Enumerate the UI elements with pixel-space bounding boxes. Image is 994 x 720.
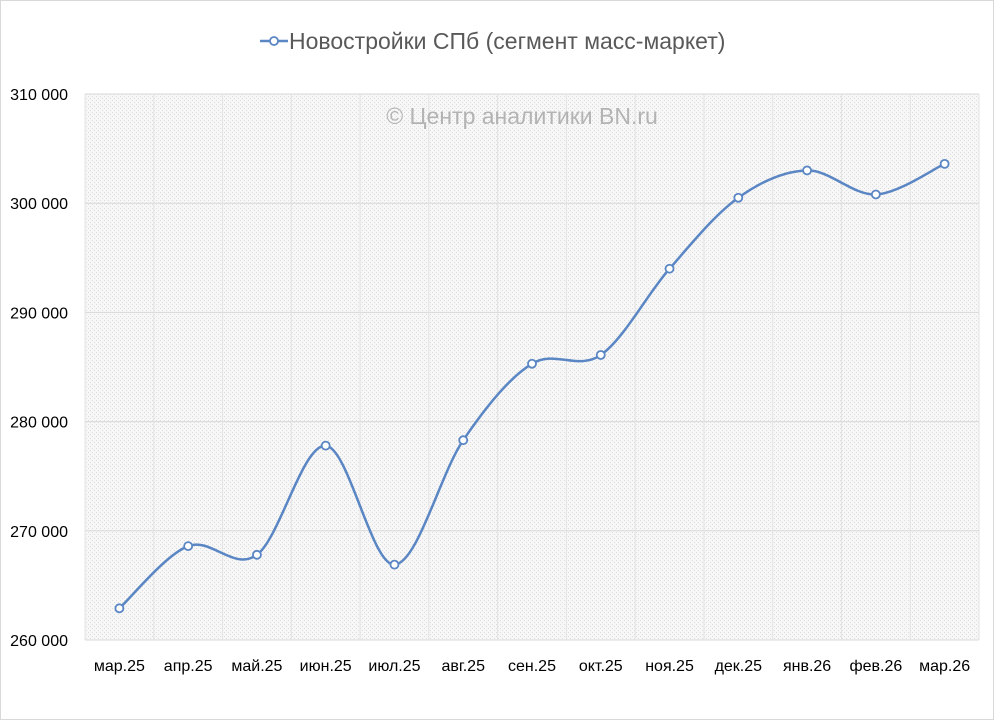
data-point xyxy=(870,189,881,200)
x-tick-label: июн.25 xyxy=(300,658,352,675)
x-tick-label: июл.25 xyxy=(368,658,420,675)
data-point xyxy=(114,603,125,614)
legend: Новостройки СПб (сегмент масс-маркет) xyxy=(260,28,725,54)
data-point xyxy=(183,541,194,551)
data-point xyxy=(733,192,744,203)
x-tick-label: мар.26 xyxy=(919,658,970,675)
x-tick-label: окт.25 xyxy=(579,658,623,675)
x-tick-label: ноя.25 xyxy=(645,658,694,675)
watermark: © Центр аналитики BN.ru xyxy=(386,103,658,129)
y-tick-label: 280 000 xyxy=(10,415,68,432)
data-point xyxy=(320,440,331,451)
x-tick-label: сен.25 xyxy=(508,658,556,675)
x-tick-label: мар.25 xyxy=(94,658,145,675)
data-point xyxy=(802,165,812,176)
data-point xyxy=(458,435,469,446)
x-axis: мар.25 апр.25 май.25 июн.25 июл.25 авг.25 сен.… xyxy=(94,658,970,675)
x-tick-label: май.25 xyxy=(231,658,282,675)
x-tick-label: авг.25 xyxy=(441,658,485,675)
y-axis: 260 000 270 000 280 000 290 000 300 000 310 0… xyxy=(10,87,68,650)
y-tick-label: 290 000 xyxy=(10,305,68,322)
data-point xyxy=(389,559,400,570)
data-point xyxy=(664,263,675,274)
x-tick-label: фев.26 xyxy=(849,658,902,675)
y-tick-label: 270 000 xyxy=(10,524,68,541)
y-tick-label: 310 000 xyxy=(10,87,68,104)
legend-label: Новостройки СПб (сегмент масс-маркет) xyxy=(289,28,725,54)
data-point xyxy=(595,350,606,360)
data-point xyxy=(252,549,262,560)
legend-point-marker xyxy=(269,36,279,46)
data-point xyxy=(939,158,950,169)
data-point xyxy=(527,358,537,369)
x-tick-label: янв.26 xyxy=(783,658,831,675)
gridlines xyxy=(84,93,980,641)
series-group xyxy=(114,158,950,614)
x-tick-label: дек.25 xyxy=(715,658,763,675)
y-tick-label: 260 000 xyxy=(10,633,68,650)
y-tick-label: 300 000 xyxy=(10,196,68,213)
x-tick-label: апр.25 xyxy=(164,658,213,675)
